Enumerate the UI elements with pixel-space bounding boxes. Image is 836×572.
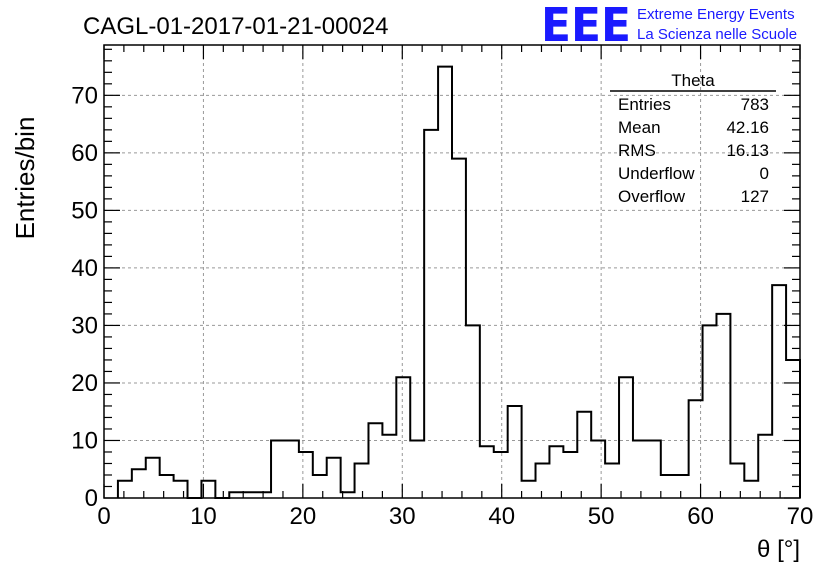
eee-logo: EEE Extreme Energy Events La Scienza nel… xyxy=(541,0,797,52)
x-tick-label: 30 xyxy=(389,503,416,530)
stats-value: 42.16 xyxy=(726,118,769,137)
stats-label: Mean xyxy=(618,118,661,137)
x-tick-label: 10 xyxy=(190,503,217,530)
x-tick-label: 50 xyxy=(588,503,615,530)
y-tick-label: 10 xyxy=(71,427,98,454)
y-tick-label: 0 xyxy=(85,485,98,512)
y-tick-label: 20 xyxy=(71,370,98,397)
chart-title: CAGL-01-2017-01-21-00024 xyxy=(83,13,389,40)
x-tick-label: 70 xyxy=(787,503,814,530)
y-tick-label: 40 xyxy=(71,255,98,282)
y-axis-label: Entries/bin xyxy=(10,117,40,240)
y-tick-label: 30 xyxy=(71,312,98,339)
stats-box: Theta Entries 783 Mean 42.16 RMS 16.13 Underfl… xyxy=(610,71,776,206)
y-tick-label: 70 xyxy=(71,82,98,109)
y-tick-label: 60 xyxy=(71,140,98,167)
stats-value: 127 xyxy=(741,187,769,206)
stats-value: 0 xyxy=(760,164,769,183)
stats-label: Overflow xyxy=(618,187,686,206)
stats-label: Underflow xyxy=(618,164,695,183)
stats-value: 783 xyxy=(741,95,769,114)
x-tick-label: 0 xyxy=(97,503,110,530)
stats-label: RMS xyxy=(618,141,656,160)
x-axis-label: θ [°] xyxy=(757,536,800,563)
stats-value: 16.13 xyxy=(726,141,769,160)
y-tick-label: 50 xyxy=(71,197,98,224)
x-tick-label: 60 xyxy=(687,503,714,530)
logo-line-1: Extreme Energy Events xyxy=(637,6,795,23)
tick-labels: 0 10 20 30 40 50 60 70 0 10 20 30 40 50 60 70 xyxy=(71,82,813,530)
plot-frame xyxy=(103,44,801,499)
x-tick-label: 40 xyxy=(488,503,515,530)
eee-logo-mark: EEE xyxy=(541,0,631,52)
axis-ticks xyxy=(103,45,801,499)
x-tick-label: 20 xyxy=(290,503,317,530)
stats-rows: Entries 783 Mean 42.16 RMS 16.13 Underflow 0 Ove… xyxy=(618,95,769,206)
histogram-outline xyxy=(116,65,801,499)
logo-line-2: La Scienza nelle Scuole xyxy=(637,26,797,43)
stats-title: Theta xyxy=(671,71,715,90)
stats-label: Entries xyxy=(618,95,671,114)
